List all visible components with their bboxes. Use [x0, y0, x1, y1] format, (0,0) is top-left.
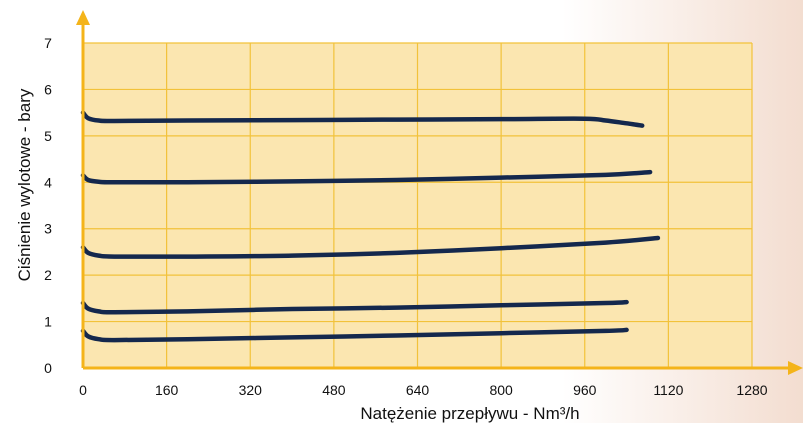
series-line-3 — [80, 235, 661, 259]
series-line-2 — [80, 299, 629, 315]
y-axis-title: Ciśnienie wylotowe - bary — [15, 88, 34, 281]
x-tick-label-5: 800 — [489, 382, 513, 398]
y-tick-label-3: 3 — [44, 221, 52, 237]
axes — [76, 10, 803, 375]
y-tick-label-2: 2 — [44, 267, 52, 283]
series-line-4 — [80, 169, 653, 185]
series-line-1 — [80, 327, 629, 343]
y-tick-label-6: 6 — [44, 81, 52, 97]
x-tick-label-4: 640 — [406, 382, 430, 398]
x-axis-title: Natężenie przepływu - Nm³/h — [360, 404, 579, 423]
series-group — [80, 110, 661, 343]
x-tick-label-0: 0 — [79, 382, 87, 398]
series-line-5 — [80, 110, 645, 128]
grid — [83, 42, 753, 368]
y-tick-labels: 0 1 2 3 4 5 6 7 — [44, 35, 52, 376]
y-axis-arrow-icon — [76, 10, 90, 25]
x-tick-label-1: 160 — [155, 382, 179, 398]
y-tick-label-4: 4 — [44, 174, 52, 190]
y-tick-label-0: 0 — [44, 360, 52, 376]
x-tick-label-7: 1120 — [653, 382, 683, 398]
y-tick-label-1: 1 — [44, 314, 52, 330]
x-tick-label-3: 480 — [322, 382, 346, 398]
x-tick-labels: 0 160 320 480 640 800 960 1120 1280 — [79, 382, 768, 398]
x-tick-label-6: 960 — [573, 382, 597, 398]
x-tick-label-8: 1280 — [736, 382, 767, 398]
y-tick-label-5: 5 — [44, 128, 52, 144]
y-tick-label-7: 7 — [44, 35, 52, 51]
x-tick-label-2: 320 — [239, 382, 263, 398]
x-axis-arrow-icon — [788, 361, 803, 375]
